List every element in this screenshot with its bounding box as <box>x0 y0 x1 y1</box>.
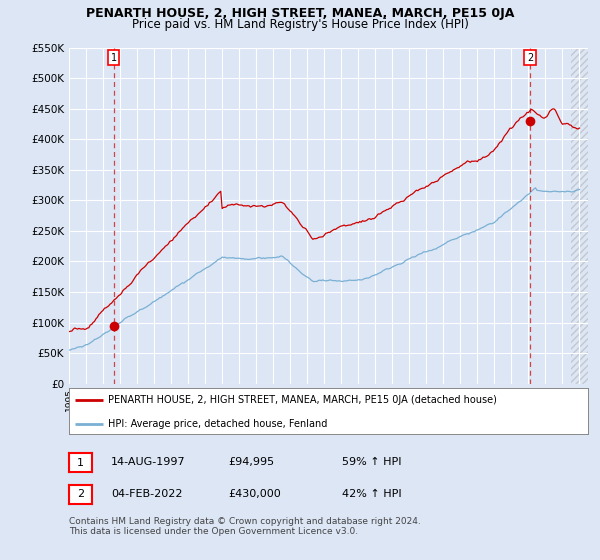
Text: PENARTH HOUSE, 2, HIGH STREET, MANEA, MARCH, PE15 0JA (detached house): PENARTH HOUSE, 2, HIGH STREET, MANEA, MA… <box>108 395 497 404</box>
Text: 42% ↑ HPI: 42% ↑ HPI <box>342 489 401 499</box>
Text: £430,000: £430,000 <box>228 489 281 499</box>
Text: 59% ↑ HPI: 59% ↑ HPI <box>342 457 401 467</box>
Text: 2: 2 <box>527 53 533 63</box>
Text: Price paid vs. HM Land Registry's House Price Index (HPI): Price paid vs. HM Land Registry's House … <box>131 18 469 31</box>
Text: £94,995: £94,995 <box>228 457 274 467</box>
Text: HPI: Average price, detached house, Fenland: HPI: Average price, detached house, Fenl… <box>108 419 328 429</box>
Text: 04-FEB-2022: 04-FEB-2022 <box>111 489 182 499</box>
Text: Contains HM Land Registry data © Crown copyright and database right 2024.: Contains HM Land Registry data © Crown c… <box>69 517 421 526</box>
Text: PENARTH HOUSE, 2, HIGH STREET, MANEA, MARCH, PE15 0JA: PENARTH HOUSE, 2, HIGH STREET, MANEA, MA… <box>86 7 514 20</box>
Text: This data is licensed under the Open Government Licence v3.0.: This data is licensed under the Open Gov… <box>69 528 358 536</box>
Text: 14-AUG-1997: 14-AUG-1997 <box>111 457 185 467</box>
Text: 2: 2 <box>77 489 84 500</box>
Text: 1: 1 <box>77 458 84 468</box>
Text: 1: 1 <box>110 53 116 63</box>
